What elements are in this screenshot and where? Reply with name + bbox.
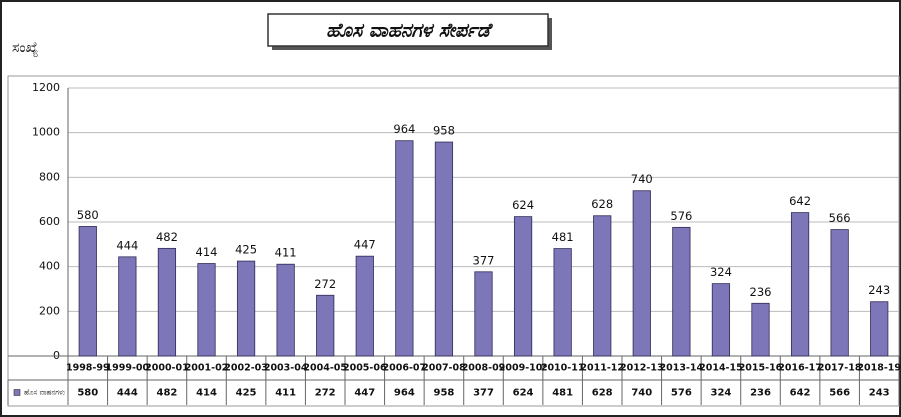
bar bbox=[316, 294, 335, 357]
legend-swatch bbox=[13, 389, 21, 396]
bar bbox=[474, 271, 493, 357]
title-box bbox=[267, 13, 549, 47]
data-label: 324 bbox=[710, 265, 732, 279]
x-tick-label: 2001-02 bbox=[185, 363, 229, 374]
table-value: 566 bbox=[829, 388, 850, 399]
table-value: 482 bbox=[156, 388, 177, 399]
x-tick-label: 2008-09 bbox=[462, 363, 506, 374]
data-label: 628 bbox=[591, 197, 613, 211]
data-label: 566 bbox=[829, 211, 851, 225]
x-tick-label: 2007-08 bbox=[422, 363, 466, 374]
data-label: 236 bbox=[750, 285, 772, 299]
data-label: 580 bbox=[77, 208, 99, 222]
x-tick-label: 2015-16 bbox=[739, 363, 783, 374]
data-label: 642 bbox=[789, 194, 811, 208]
table-value: 576 bbox=[671, 388, 692, 399]
table-value: 580 bbox=[77, 388, 98, 399]
table-value: 642 bbox=[790, 388, 811, 399]
table-value: 444 bbox=[117, 388, 138, 399]
x-tick-label: 2010-11 bbox=[541, 363, 585, 374]
x-tick-label: 2002-03 bbox=[224, 363, 268, 374]
x-tick-label: 2005-06 bbox=[343, 363, 387, 374]
bar bbox=[78, 226, 97, 357]
bar bbox=[711, 283, 731, 357]
bar bbox=[236, 260, 256, 357]
bar bbox=[197, 263, 216, 357]
data-label: 481 bbox=[552, 230, 574, 244]
bar bbox=[830, 229, 849, 357]
table-value: 243 bbox=[869, 388, 890, 399]
data-label: 425 bbox=[235, 243, 257, 257]
table-value: 236 bbox=[750, 388, 771, 399]
y-tick-label: 400 bbox=[39, 260, 60, 273]
x-tick-label: 2016-17 bbox=[778, 363, 822, 374]
x-tick-label: 2011-12 bbox=[580, 363, 624, 374]
data-label: 624 bbox=[512, 198, 534, 212]
bar bbox=[593, 215, 612, 357]
bar bbox=[553, 248, 572, 357]
table-value: 414 bbox=[196, 388, 217, 399]
x-tick-label: 2009-10* bbox=[499, 363, 548, 374]
table-value: 447 bbox=[354, 388, 375, 399]
data-label: 576 bbox=[670, 209, 692, 223]
x-tick-label: 2012-13 bbox=[620, 363, 664, 374]
table-value: 377 bbox=[473, 388, 494, 399]
bar bbox=[790, 212, 810, 357]
bar bbox=[118, 256, 137, 357]
data-label: 740 bbox=[631, 172, 653, 186]
bar bbox=[355, 255, 374, 357]
data-label: 447 bbox=[354, 238, 376, 252]
table-value: 964 bbox=[394, 388, 415, 399]
x-tick-label: 2004-05 bbox=[303, 363, 347, 374]
data-label: 272 bbox=[314, 277, 336, 291]
table-value: 624 bbox=[513, 388, 534, 399]
table-value: 481 bbox=[552, 388, 573, 399]
table-value: 740 bbox=[631, 388, 652, 399]
table-value: 425 bbox=[236, 388, 257, 399]
data-label: 444 bbox=[116, 238, 138, 252]
bar bbox=[276, 263, 295, 357]
y-tick-label: 800 bbox=[39, 170, 60, 183]
x-tick-label: 2003-04 bbox=[264, 363, 308, 374]
plot-frame bbox=[7, 75, 900, 407]
y-tick-label: 1000 bbox=[32, 126, 60, 139]
x-tick-label: 1999-00 bbox=[106, 363, 150, 374]
x-tick-label: 2013-14 bbox=[660, 363, 704, 374]
bar bbox=[434, 141, 454, 357]
chart-title: ಹೊಸ ವಾಹನಗಳ ಸೇರ್ಪಡೆ bbox=[326, 20, 493, 42]
data-label: 964 bbox=[393, 122, 415, 136]
data-label: 377 bbox=[473, 253, 495, 267]
y-tick-label: 200 bbox=[39, 304, 60, 317]
table-value: 324 bbox=[710, 388, 731, 399]
table-value: 411 bbox=[275, 388, 296, 399]
bar bbox=[395, 140, 414, 357]
bar bbox=[870, 301, 889, 357]
x-tick-label: 1998-99 bbox=[66, 363, 110, 374]
x-tick-label: 2017-18 bbox=[818, 363, 862, 374]
data-label: 958 bbox=[433, 124, 455, 138]
y-tick-label: 600 bbox=[39, 215, 60, 228]
data-label: 414 bbox=[196, 245, 218, 259]
bar bbox=[513, 216, 533, 357]
data-label: 243 bbox=[868, 283, 890, 297]
bar bbox=[672, 226, 691, 357]
y-axis-label: ಸಂಖ್ಯೆ bbox=[12, 40, 38, 57]
x-tick-label: 2014-15 bbox=[699, 363, 743, 374]
data-label: 482 bbox=[156, 230, 178, 244]
x-tick-label: 2006-07 bbox=[383, 363, 427, 374]
bar bbox=[632, 190, 651, 357]
x-tick-label: 2000-01 bbox=[145, 363, 189, 374]
table-value: 958 bbox=[433, 388, 454, 399]
legend-label: ಹೊಸ ವಾಹನಗಳು bbox=[24, 389, 65, 397]
table-value: 272 bbox=[315, 388, 336, 399]
y-tick-label: 1200 bbox=[32, 81, 60, 94]
x-tick-label: 2018-19 bbox=[857, 363, 901, 374]
data-label: 411 bbox=[275, 246, 297, 260]
bar bbox=[751, 302, 770, 357]
table-value: 628 bbox=[592, 388, 613, 399]
bar bbox=[157, 247, 177, 357]
